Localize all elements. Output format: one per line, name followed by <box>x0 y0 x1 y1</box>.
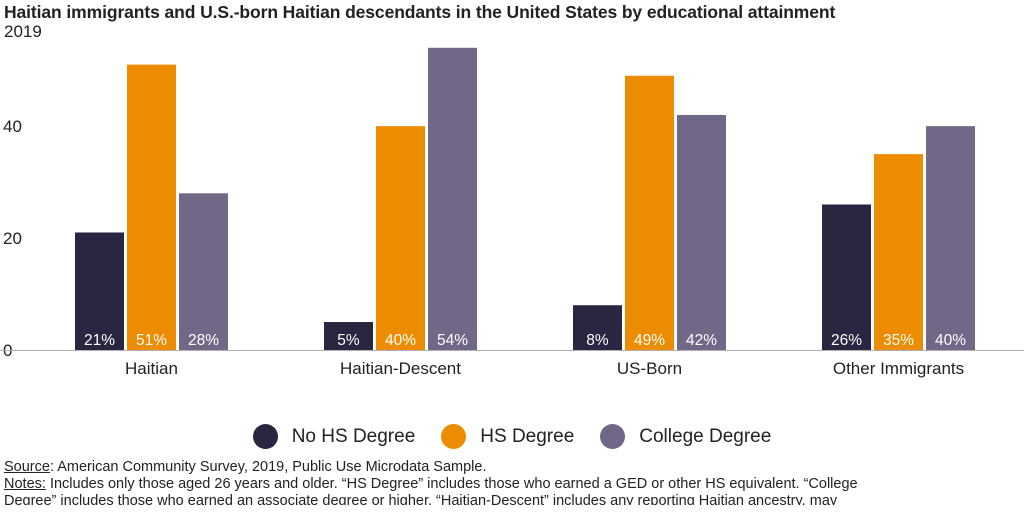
bar-2-2 <box>677 114 726 351</box>
legend-label-2: College Degree <box>639 425 772 447</box>
data-label-2-0: 8% <box>586 332 609 349</box>
legend-swatch-2 <box>600 424 626 449</box>
data-label-0-2: 28% <box>188 332 219 349</box>
y-tick-label-1: 20 <box>3 229 22 248</box>
bar-0-0 <box>75 232 124 350</box>
notes-text-2: Degree” includes those who earned an ass… <box>4 493 838 505</box>
notes-label: Notes: <box>4 476 46 492</box>
data-label-0-1: 51% <box>136 332 167 349</box>
bar-3-0 <box>822 204 871 350</box>
legend-item-2: College Degree <box>600 424 771 449</box>
bar-3-2 <box>926 126 975 350</box>
data-label-2-2: 42% <box>686 332 717 349</box>
source-label: Source <box>4 459 50 475</box>
category-label-1: Haitian-Descent <box>340 359 461 378</box>
chart-subtitle: 2019 <box>4 22 42 41</box>
category-label-3: Other Immigrants <box>833 359 964 378</box>
legend-item-0: No HS Degree <box>252 424 416 449</box>
data-label-2-1: 49% <box>634 332 665 349</box>
data-label-1-1: 40% <box>385 332 416 349</box>
legend: No HS Degree HS Degree College Degree <box>0 424 1024 449</box>
data-label-1-0: 5% <box>337 332 360 349</box>
category-label-2: US-Born <box>617 359 682 378</box>
y-tick-label-2: 40 <box>3 117 22 136</box>
bar-3-1 <box>874 154 923 350</box>
legend-item-1: HS Degree <box>441 424 574 449</box>
legend-swatch-0 <box>252 424 278 449</box>
legend-label-0: No HS Degree <box>291 425 416 447</box>
bar-2-1 <box>625 75 674 351</box>
category-label-0: Haitian <box>125 359 178 378</box>
bar-1-1 <box>376 126 425 350</box>
bar-1-0 <box>324 322 373 350</box>
source-line: Source: American Community Survey, 2019,… <box>4 459 1020 476</box>
bar-2-0 <box>573 305 622 350</box>
data-label-3-1: 35% <box>883 332 914 349</box>
legend-swatch-1 <box>441 424 467 449</box>
legend-label-1: HS Degree <box>480 425 575 447</box>
bar-0-2 <box>179 193 228 350</box>
data-label-0-0: 21% <box>84 332 115 349</box>
bar-1-2 <box>428 47 477 350</box>
footer: Source: American Community Survey, 2019,… <box>4 459 1020 505</box>
source-text: : American Community Survey, 2019, Publi… <box>49 459 487 475</box>
notes-line: Notes: Includes only those aged 26 years… <box>4 476 1020 493</box>
bar-0-1 <box>127 64 176 350</box>
data-label-1-2: 54% <box>437 332 468 349</box>
data-label-3-2: 40% <box>935 332 966 349</box>
chart-title: Haitian immigrants and U.S.-born Haitian… <box>4 2 836 22</box>
data-label-3-0: 26% <box>831 332 862 349</box>
notes-line-2: Degree” includes those who earned an ass… <box>4 493 1020 505</box>
notes-text: Includes only those aged 26 years and ol… <box>45 476 858 492</box>
